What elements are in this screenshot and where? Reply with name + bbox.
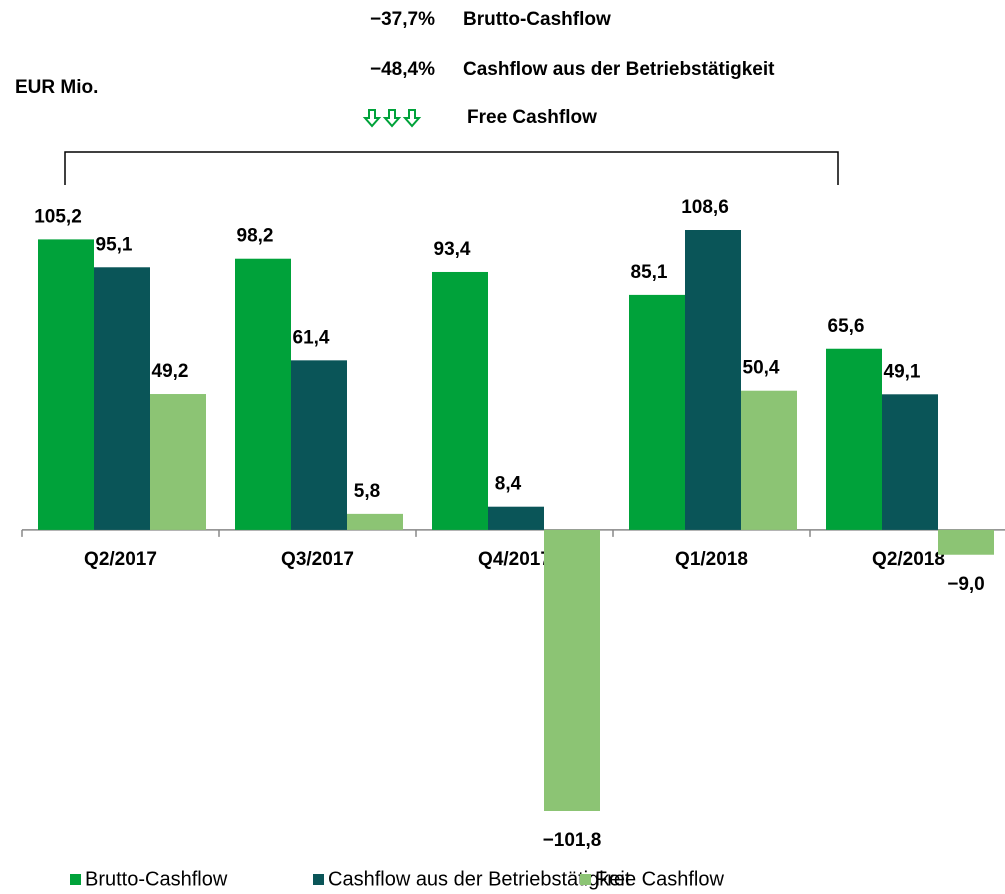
bar [629, 294, 685, 530]
data-label: 85,1 [631, 262, 668, 283]
data-label: 49,1 [884, 361, 921, 382]
legend-swatch [580, 874, 591, 885]
x-tick-label: Q1/2018 [675, 549, 748, 570]
bar [741, 390, 797, 530]
bar [38, 239, 94, 530]
bar [347, 513, 403, 530]
legend-swatch [70, 874, 81, 885]
data-label: 49,2 [152, 361, 189, 382]
data-label: 8,4 [495, 474, 522, 495]
x-tick-label: Q2/2017 [84, 549, 157, 570]
data-label: 50,4 [743, 358, 780, 379]
unit-label: EUR Mio. [15, 77, 98, 98]
bar [882, 394, 938, 530]
legend: Brutto-Cashflow Cashflow aus der Betriebs… [70, 868, 724, 890]
annotation-text: Free Cashflow [467, 107, 597, 128]
bar [432, 271, 488, 530]
annotation-text: Cashflow aus der Betriebstätigkeit [463, 59, 775, 80]
legend-label: Cashflow aus der Betriebstätigkeit [328, 868, 631, 890]
data-label: 108,6 [681, 197, 729, 218]
legend-label: Free Cashflow [595, 868, 724, 890]
annotation-change: −48,4% [370, 59, 435, 80]
bar [488, 506, 544, 530]
x-tick-label: Q3/2017 [281, 549, 354, 570]
data-label: 5,8 [354, 481, 380, 502]
annotation-change: −37,7% [370, 9, 435, 30]
bar [826, 348, 882, 530]
x-tick-label: Q2/2018 [872, 549, 945, 570]
x-tick-label: Q4/2017 [478, 549, 551, 570]
bar [94, 267, 150, 530]
bar [150, 394, 206, 530]
data-label: 93,4 [434, 239, 471, 260]
down-arrows [362, 109, 422, 128]
legend-swatch [313, 874, 324, 885]
data-label: 98,2 [237, 226, 274, 247]
bar [544, 529, 600, 811]
data-label: 105,2 [34, 206, 82, 227]
bar [291, 360, 347, 530]
data-label: −101,8 [543, 830, 602, 851]
legend-label: Brutto-Cashflow [85, 868, 228, 890]
bar [685, 230, 741, 530]
data-label: −9,0 [947, 574, 985, 595]
data-label: 95,1 [96, 234, 133, 255]
data-label: 61,4 [293, 327, 330, 348]
bar [938, 529, 994, 555]
annotation-text: Brutto-Cashflow [463, 9, 611, 30]
bar [235, 258, 291, 530]
bracket [64, 151, 839, 185]
data-label: 65,6 [828, 316, 865, 337]
